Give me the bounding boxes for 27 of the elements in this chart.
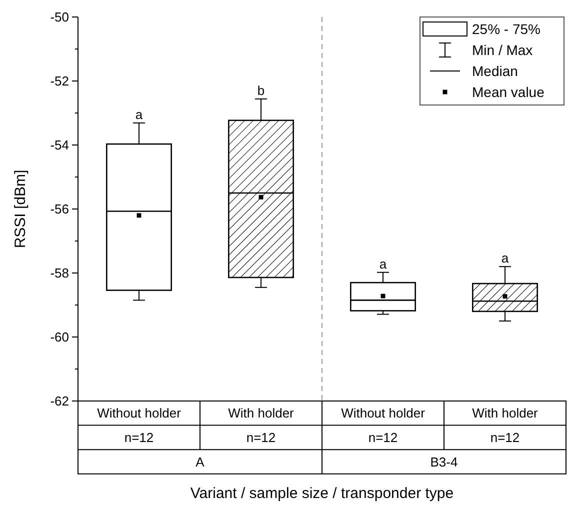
text: n=12 bbox=[368, 430, 398, 445]
annotation: Median bbox=[472, 62, 518, 79]
annotation: Mean value bbox=[472, 84, 545, 100]
text: A bbox=[196, 454, 205, 470]
y-tick-label: -58 bbox=[50, 266, 69, 281]
annotation: 25% - 75% bbox=[472, 20, 540, 37]
text: B3-4 bbox=[430, 454, 458, 470]
annotation: a bbox=[379, 256, 388, 272]
y-tick-label: -56 bbox=[50, 202, 69, 217]
y-tick-label: -50 bbox=[50, 10, 69, 25]
x-tick-label: Without holder bbox=[341, 406, 426, 421]
x-tick-label: With holder bbox=[472, 406, 539, 421]
y-tick-label: -52 bbox=[50, 74, 69, 89]
annotation: a bbox=[135, 106, 144, 122]
y-tick-label: -60 bbox=[50, 330, 69, 345]
y-tick-label: -62 bbox=[50, 394, 69, 409]
annotation: a bbox=[501, 250, 510, 266]
y-axis-title: RSSI [dBm] bbox=[12, 170, 29, 248]
x-tick-label: With holder bbox=[228, 406, 295, 421]
annotation: Min / Max bbox=[472, 42, 533, 58]
y-tick-label: -54 bbox=[50, 138, 69, 153]
text: n=12 bbox=[124, 430, 154, 445]
x-tick-label: Without holder bbox=[97, 406, 182, 421]
text: n=12 bbox=[490, 430, 520, 445]
x-axis-title: Variant / sample size / transponder type bbox=[190, 484, 454, 502]
annotation: b bbox=[257, 82, 265, 98]
text: n=12 bbox=[246, 430, 276, 445]
